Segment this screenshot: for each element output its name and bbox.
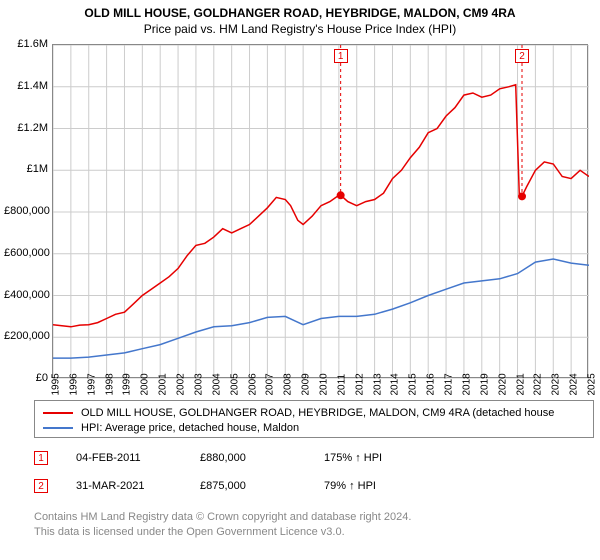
legend-text-hpi: HPI: Average price, detached house, Mald… [81, 422, 299, 434]
y-tick-label: £800,000 [4, 205, 48, 217]
x-tick-label: 2006 [247, 373, 258, 395]
x-tick-label: 2025 [587, 373, 598, 395]
x-tick-label: 2020 [497, 373, 508, 395]
marker-box-2: 2 [34, 479, 48, 493]
y-tick-label: £0 [4, 372, 48, 384]
sale-pct-1: 175% ↑ HPI [324, 452, 448, 464]
legend-item-hpi: HPI: Average price, detached house, Mald… [43, 420, 585, 435]
x-tick-label: 2000 [140, 373, 151, 395]
sale-price-1: £880,000 [200, 452, 324, 464]
x-tick-label: 2005 [229, 373, 240, 395]
x-tick-label: 2008 [283, 373, 294, 395]
x-tick-label: 2012 [354, 373, 365, 395]
x-tick-label: 2018 [461, 373, 472, 395]
chart-subtitle: Price paid vs. HM Land Registry's House … [10, 22, 590, 36]
y-tick-label: £600,000 [4, 247, 48, 259]
chart-header: OLD MILL HOUSE, GOLDHANGER ROAD, HEYBRID… [0, 0, 600, 38]
y-tick-label: £400,000 [4, 289, 48, 301]
y-tick-label: £1M [4, 163, 48, 175]
chart-title: OLD MILL HOUSE, GOLDHANGER ROAD, HEYBRID… [10, 6, 590, 20]
sale-price-2: £875,000 [200, 480, 324, 492]
x-tick-label: 2013 [372, 373, 383, 395]
chart-svg [53, 45, 589, 379]
attribution-line2: This data is licensed under the Open Gov… [34, 525, 594, 540]
x-tick-label: 2021 [515, 373, 526, 395]
x-tick-label: 2009 [301, 373, 312, 395]
y-tick-label: £1.2M [4, 122, 48, 134]
x-tick-label: 2007 [265, 373, 276, 395]
sale-row-1: 1 04-FEB-2011 £880,000 175% ↑ HPI [34, 451, 448, 465]
legend: OLD MILL HOUSE, GOLDHANGER ROAD, HEYBRID… [34, 400, 594, 438]
x-tick-label: 1996 [68, 373, 79, 395]
x-tick-label: 1995 [51, 373, 62, 395]
x-tick-label: 1998 [104, 373, 115, 395]
chart-marker-1: 1 [334, 49, 348, 63]
y-tick-label: £200,000 [4, 330, 48, 342]
x-tick-label: 2022 [533, 373, 544, 395]
sale-row-2: 2 31-MAR-2021 £875,000 79% ↑ HPI [34, 479, 448, 493]
legend-swatch-hpi [43, 427, 73, 429]
marker-box-1: 1 [34, 451, 48, 465]
x-tick-label: 2023 [551, 373, 562, 395]
x-tick-label: 2016 [426, 373, 437, 395]
x-tick-label: 2015 [408, 373, 419, 395]
x-tick-label: 2019 [479, 373, 490, 395]
legend-item-property: OLD MILL HOUSE, GOLDHANGER ROAD, HEYBRID… [43, 405, 585, 420]
chart-plot-area: 12 [52, 44, 588, 378]
x-tick-label: 1997 [86, 373, 97, 395]
x-tick-label: 2002 [176, 373, 187, 395]
x-tick-label: 2011 [336, 374, 347, 396]
x-tick-label: 2017 [444, 373, 455, 395]
chart-marker-2: 2 [515, 49, 529, 63]
sale-pct-2: 79% ↑ HPI [324, 480, 448, 492]
sale-date-1: 04-FEB-2011 [76, 452, 200, 464]
x-tick-label: 2001 [158, 373, 169, 395]
y-tick-label: £1.4M [4, 80, 48, 92]
x-tick-label: 2024 [569, 373, 580, 395]
x-tick-label: 2003 [193, 373, 204, 395]
sale-date-2: 31-MAR-2021 [76, 480, 200, 492]
x-tick-label: 2014 [390, 373, 401, 395]
x-tick-label: 2010 [319, 373, 330, 395]
x-tick-label: 1999 [122, 373, 133, 395]
legend-text-property: OLD MILL HOUSE, GOLDHANGER ROAD, HEYBRID… [81, 407, 554, 419]
x-tick-label: 2004 [211, 373, 222, 395]
attribution-line1: Contains HM Land Registry data © Crown c… [34, 510, 594, 525]
legend-swatch-property [43, 412, 73, 414]
attribution: Contains HM Land Registry data © Crown c… [34, 510, 594, 540]
y-tick-label: £1.6M [4, 38, 48, 50]
